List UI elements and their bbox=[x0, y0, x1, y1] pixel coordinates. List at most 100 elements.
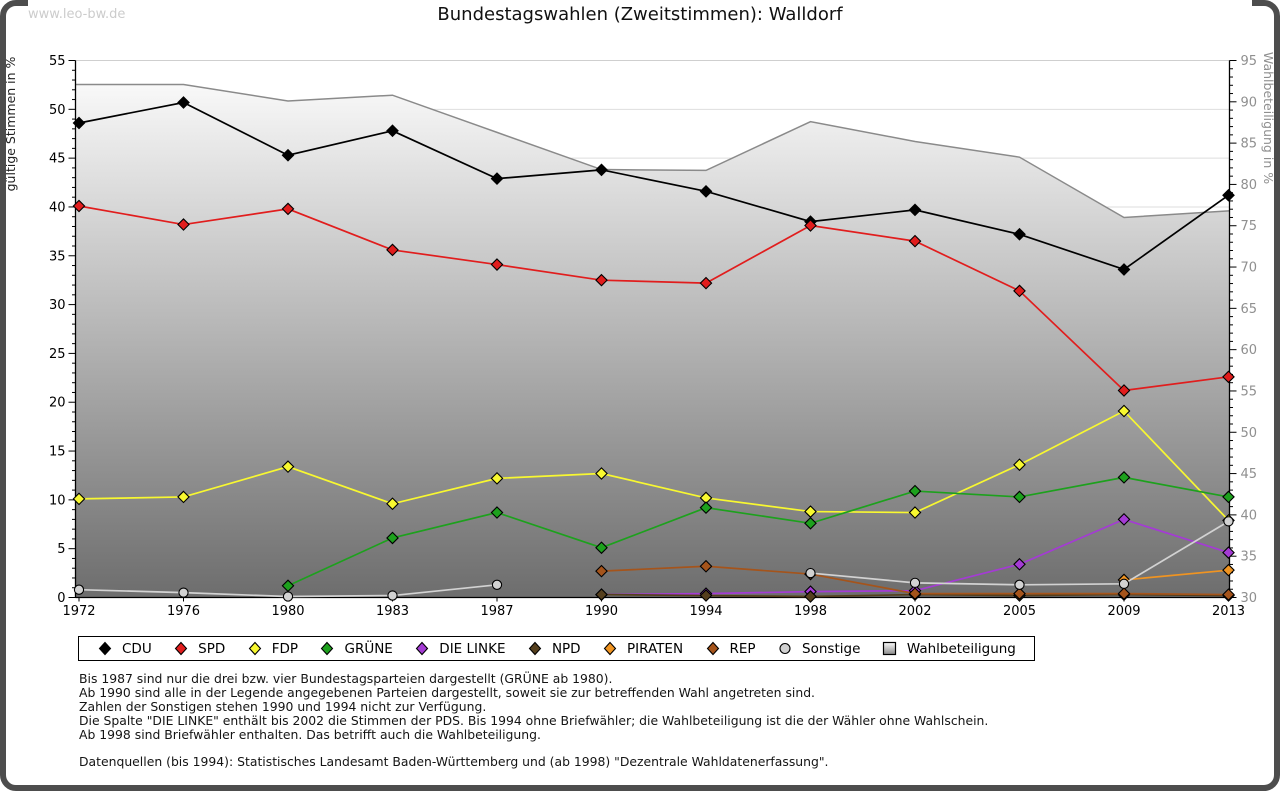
watermark: www.leo-bw.de bbox=[28, 7, 126, 22]
svg-text:30: 30 bbox=[49, 298, 66, 313]
svg-text:10: 10 bbox=[49, 493, 66, 508]
legend-label: PIRATEN bbox=[627, 640, 684, 657]
data-point bbox=[908, 203, 922, 217]
data-point bbox=[1013, 458, 1026, 472]
circle-marker-icon bbox=[779, 642, 791, 655]
svg-text:1976: 1976 bbox=[167, 604, 200, 619]
svg-text:75: 75 bbox=[1241, 219, 1258, 234]
legend-label: SPD bbox=[198, 640, 226, 657]
legend-item-npd: NPD bbox=[527, 641, 581, 657]
svg-text:20: 20 bbox=[49, 396, 66, 411]
svg-text:40: 40 bbox=[49, 200, 66, 215]
data-point bbox=[386, 497, 399, 511]
election-line-chart: 0 5 10 15 20 25 30 35 40 45 50 55 30 35 40 45 50 55 60 65 70… bbox=[3, 52, 1276, 619]
data-point bbox=[490, 472, 504, 485]
data-point bbox=[178, 587, 189, 598]
legend-label: NPD bbox=[551, 640, 581, 657]
legend-item-sonstige: Sonstige bbox=[777, 641, 860, 657]
svg-text:95: 95 bbox=[1241, 54, 1258, 69]
legend-label: REP bbox=[729, 640, 756, 657]
data-point bbox=[1222, 490, 1235, 504]
svg-text:45: 45 bbox=[49, 152, 66, 167]
footnote-spacer bbox=[79, 742, 988, 756]
legend-label: Wahlbeteiligung bbox=[906, 640, 1016, 657]
data-point bbox=[909, 577, 921, 589]
legend-label: Sonstige bbox=[802, 640, 861, 657]
gradient-square-marker bbox=[882, 641, 896, 656]
legend-item-grüne: GRÜNE bbox=[319, 640, 393, 657]
data-point bbox=[595, 467, 608, 480]
series-sonstige bbox=[73, 516, 1234, 602]
svg-text:70: 70 bbox=[1241, 261, 1258, 276]
data-point bbox=[177, 218, 190, 231]
svg-text:45: 45 bbox=[1241, 467, 1258, 482]
diamond-marker-icon bbox=[416, 641, 429, 656]
legend-item-spd: SPD bbox=[173, 641, 225, 657]
data-point bbox=[281, 202, 295, 216]
data-point bbox=[1117, 513, 1131, 526]
svg-text:1972: 1972 bbox=[62, 604, 95, 619]
svg-text:50: 50 bbox=[1241, 426, 1258, 441]
svg-text:1994: 1994 bbox=[689, 604, 722, 619]
data-point bbox=[177, 96, 190, 109]
diamond-marker-icon bbox=[321, 641, 334, 656]
data-point bbox=[281, 148, 295, 162]
diamond-marker-icon bbox=[528, 641, 542, 656]
series-cdu bbox=[72, 96, 1235, 276]
svg-text:1983: 1983 bbox=[376, 604, 409, 619]
svg-text:5: 5 bbox=[57, 542, 65, 557]
svg-text:15: 15 bbox=[49, 445, 66, 460]
data-point bbox=[1013, 284, 1026, 298]
svg-text:50: 50 bbox=[49, 103, 66, 118]
data-point bbox=[72, 199, 86, 213]
svg-text:1980: 1980 bbox=[271, 604, 304, 619]
data-point bbox=[595, 273, 608, 287]
data-point bbox=[1013, 557, 1026, 571]
data-point bbox=[1013, 490, 1026, 504]
data-point bbox=[908, 587, 922, 600]
diamond-marker-icon bbox=[706, 641, 719, 656]
data-point bbox=[386, 124, 399, 138]
data-point bbox=[490, 258, 504, 271]
diamond-marker-icon bbox=[98, 641, 112, 656]
svg-text:35: 35 bbox=[1241, 550, 1258, 565]
legend-item-cdu: CDU bbox=[97, 641, 152, 657]
data-point bbox=[1222, 546, 1235, 559]
data-point bbox=[699, 559, 713, 573]
data-point bbox=[1222, 188, 1235, 202]
data-point bbox=[699, 501, 713, 515]
data-point bbox=[908, 234, 922, 248]
data-point bbox=[1117, 471, 1131, 484]
svg-text:40: 40 bbox=[1241, 508, 1258, 523]
data-point bbox=[72, 116, 86, 130]
data-point bbox=[1117, 587, 1131, 600]
svg-text:35: 35 bbox=[49, 249, 66, 264]
footnote-line: Ab 1998 sind Briefwähler enthalten. Das … bbox=[79, 726, 541, 742]
svg-text:1998: 1998 bbox=[794, 604, 827, 619]
data-point bbox=[1117, 404, 1131, 418]
legend-label: DIE LINKE bbox=[439, 640, 506, 657]
svg-text:2005: 2005 bbox=[1003, 604, 1036, 619]
data-point bbox=[595, 564, 608, 578]
svg-text:90: 90 bbox=[1241, 95, 1258, 110]
svg-text:2009: 2009 bbox=[1107, 604, 1140, 619]
data-point bbox=[804, 219, 817, 232]
data-point bbox=[1013, 227, 1026, 241]
legend-item-die-linke: DIE LINKE bbox=[414, 641, 505, 657]
data-point bbox=[699, 589, 713, 602]
chart-legend: CDU SPD FDP GRÜNE DIE LINKE NPD PIRATEN REP Sons… bbox=[78, 636, 1035, 661]
legend-label: FDP bbox=[271, 640, 299, 657]
legend-label: GRÜNE bbox=[344, 640, 393, 657]
footnote-line: Die Spalte "DIE LINKE" enthält bis 2002 … bbox=[79, 712, 989, 728]
svg-text:80: 80 bbox=[1241, 178, 1258, 193]
data-point bbox=[281, 460, 295, 474]
data-point bbox=[1118, 578, 1130, 589]
series-spd bbox=[72, 199, 1235, 397]
data-point bbox=[72, 492, 86, 506]
data-point bbox=[595, 163, 608, 177]
data-point bbox=[490, 506, 504, 519]
svg-text:65: 65 bbox=[1241, 302, 1258, 317]
data-point bbox=[282, 591, 294, 602]
legend-item-rep: REP bbox=[705, 641, 756, 657]
